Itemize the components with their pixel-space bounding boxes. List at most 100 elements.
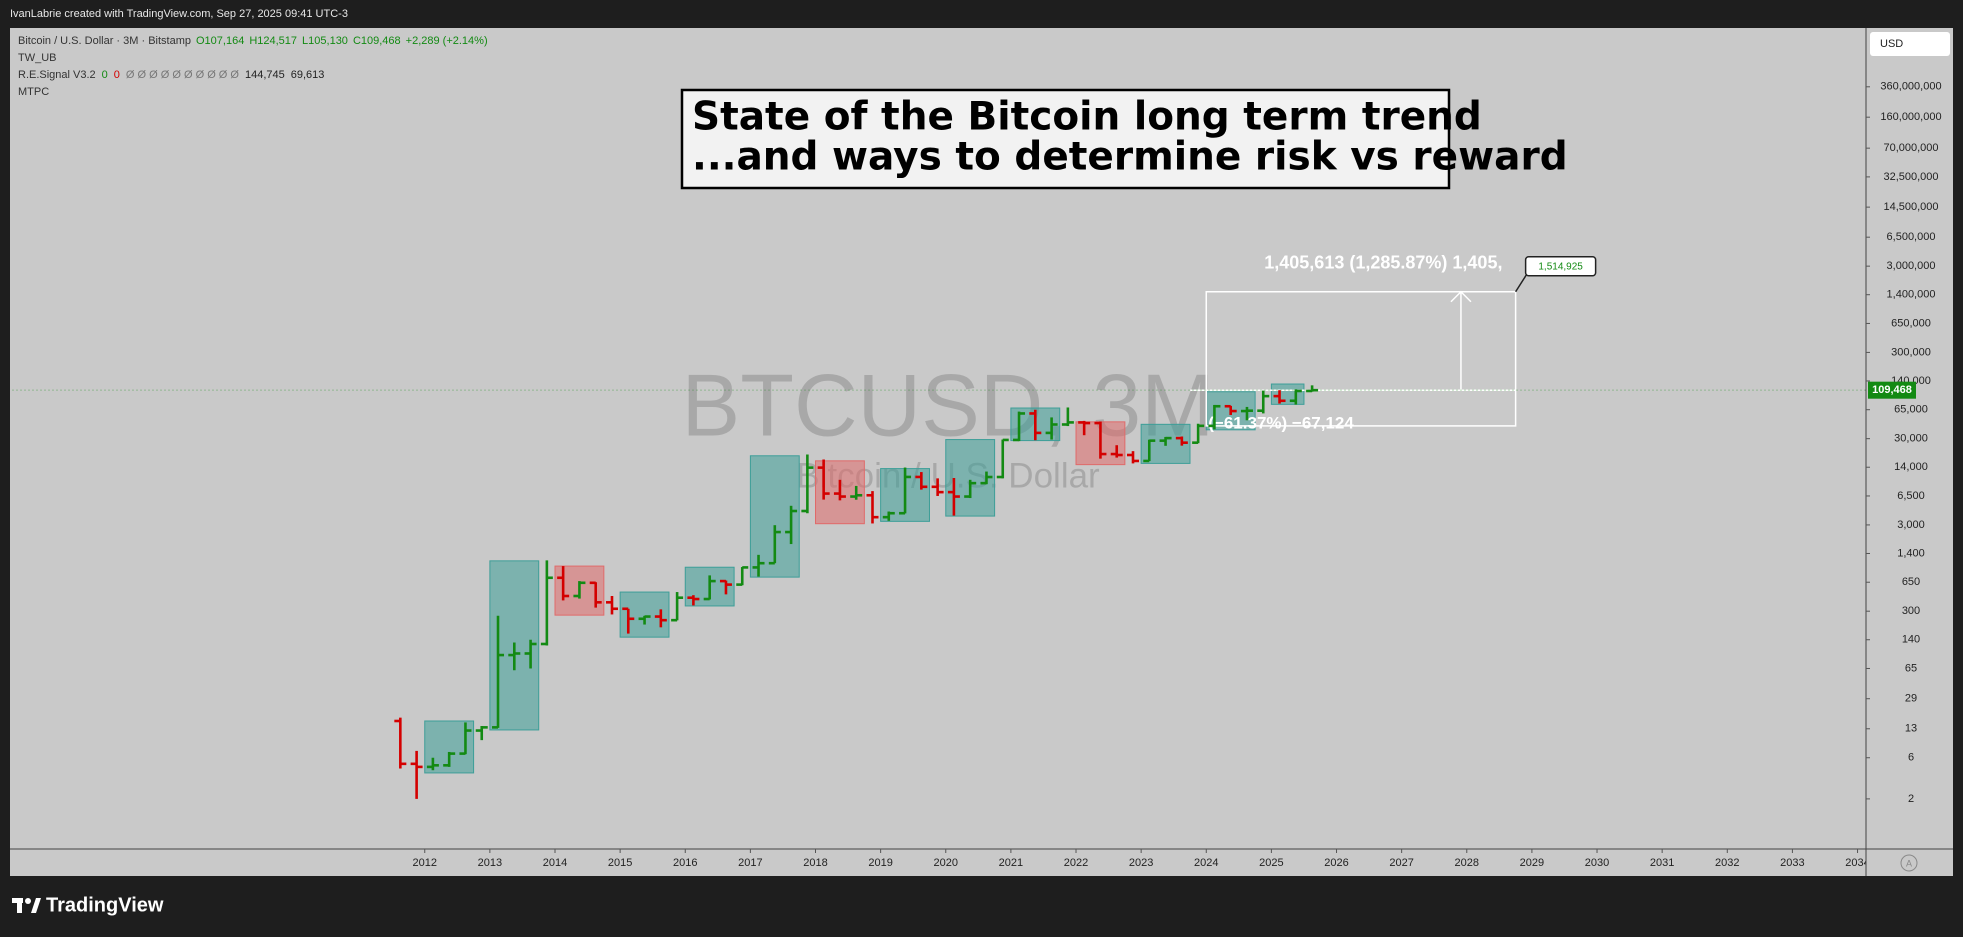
indicator: TW_UB bbox=[18, 52, 57, 64]
y-tick-label: 1,400 bbox=[1897, 547, 1925, 559]
x-tick-label: 2032 bbox=[1715, 857, 1739, 869]
ohlc-bar bbox=[801, 454, 814, 514]
y-tick-label: 300,000 bbox=[1891, 346, 1931, 358]
y-tick-label: 65,000 bbox=[1894, 404, 1928, 416]
x-tick-label: 2029 bbox=[1520, 857, 1544, 869]
y-tick-label: 2 bbox=[1908, 793, 1914, 805]
ohlc-bar bbox=[1029, 409, 1042, 441]
logo-part bbox=[17, 898, 22, 913]
target-label: 1,514,925 bbox=[1538, 261, 1583, 272]
auto-scale-button[interactable] bbox=[1900, 854, 1918, 872]
ohlc-bar bbox=[1110, 445, 1123, 458]
ohlc-bar bbox=[1289, 389, 1302, 405]
x-tick-label: 2017 bbox=[738, 857, 762, 869]
ohlc-bar bbox=[671, 592, 684, 622]
ohlc-bar bbox=[1208, 404, 1221, 430]
ohlc-bar bbox=[768, 525, 781, 565]
signal-flag: 0 bbox=[102, 69, 108, 81]
ohlc-bar bbox=[703, 575, 716, 601]
callout-box bbox=[1524, 255, 1597, 277]
symbol-legend: Bitcoin / U.S. Dollar · 3M · Bitstamp O10… bbox=[18, 35, 488, 47]
y-tick-label: 300 bbox=[1902, 605, 1920, 617]
ohlc-bar bbox=[915, 472, 928, 490]
ohlc-bar bbox=[947, 477, 960, 516]
x-tick-label: 2015 bbox=[608, 857, 632, 869]
ohlc-bar bbox=[980, 471, 993, 485]
x-tick-label: 2020 bbox=[934, 857, 958, 869]
ohlc-bar bbox=[1061, 407, 1074, 427]
ohlc-bar bbox=[1045, 417, 1058, 440]
x-tick-label: 2019 bbox=[868, 857, 892, 869]
ohlc-bar bbox=[589, 581, 602, 608]
ohlc-bar bbox=[426, 757, 439, 771]
y-tick-label: 3,000 bbox=[1897, 519, 1925, 531]
y-tick-label: 32,500,000 bbox=[1883, 171, 1938, 183]
last-price-label: 109,468 bbox=[1872, 384, 1912, 396]
x-tick-label: 2028 bbox=[1455, 857, 1479, 869]
ohlc-bar bbox=[605, 595, 618, 615]
ohlc-value: C109,468 bbox=[353, 35, 401, 47]
ohlc-bar bbox=[1078, 420, 1091, 436]
ohlc-bar bbox=[1127, 451, 1140, 464]
title-frame bbox=[680, 88, 1451, 190]
ohlc-bar bbox=[817, 459, 830, 500]
watermark: BTCUSD, 3M bbox=[682, 355, 1215, 454]
ohlc-bar bbox=[964, 479, 977, 499]
x-tick-label: 2026 bbox=[1324, 857, 1348, 869]
ohlc-bar bbox=[866, 491, 879, 524]
currency[interactable]: USD bbox=[1880, 38, 1903, 50]
x-tick-label: 2023 bbox=[1129, 857, 1153, 869]
y-tick-label: 14,000 bbox=[1894, 461, 1928, 473]
credit: IvanLabrie created with TradingView.com,… bbox=[10, 8, 348, 20]
ohlc-bar bbox=[687, 595, 700, 606]
ohlc-bar bbox=[833, 479, 846, 501]
brand: TradingView bbox=[46, 894, 164, 916]
currency-box[interactable] bbox=[1870, 32, 1950, 56]
indicator-row: R.E.Signal V3.2 0 0 Ø Ø Ø Ø Ø Ø Ø Ø Ø Ø 144,… bbox=[18, 69, 324, 81]
ohlc-bar bbox=[1013, 411, 1026, 442]
x-tick-label: 2012 bbox=[413, 857, 437, 869]
ohlc-bar bbox=[882, 511, 895, 521]
last-price-tag bbox=[1868, 381, 1916, 399]
x-tick-label: 2013 bbox=[478, 857, 502, 869]
x-tick-label: 2031 bbox=[1650, 857, 1674, 869]
title-line: ...and ways to determine risk vs reward bbox=[692, 135, 1568, 180]
x-tick-label: 2025 bbox=[1259, 857, 1283, 869]
symbol: Bitcoin / U.S. Dollar · 3M · Bitstamp bbox=[18, 35, 191, 47]
y-tick-label: 6 bbox=[1908, 752, 1914, 764]
ohlc-bar bbox=[1224, 404, 1237, 415]
ohlc-bar bbox=[1094, 421, 1107, 459]
y-tick-label: 6,500,000 bbox=[1887, 231, 1936, 243]
legend: Bitcoin / U.S. Dollar · 3M · Bitstamp O10… bbox=[18, 35, 488, 98]
y-tick-label: 65 bbox=[1905, 662, 1917, 674]
y-tick-label: 70,000,000 bbox=[1883, 142, 1938, 154]
signal-value: 69,613 bbox=[291, 69, 325, 81]
logo-part bbox=[31, 898, 41, 913]
ohlc-bar bbox=[931, 478, 944, 496]
ohlc-bar bbox=[508, 642, 521, 671]
y-tick-label: 160,000,000 bbox=[1880, 111, 1941, 123]
ohlc-bar bbox=[1273, 390, 1286, 404]
ohlc-bar bbox=[996, 438, 1009, 479]
ohlc-bar bbox=[573, 581, 586, 599]
signal-value: 144,745 bbox=[245, 69, 285, 81]
y-tick-label: 360,000,000 bbox=[1880, 81, 1941, 93]
ohlc-bar bbox=[540, 560, 553, 646]
ohlc-bar bbox=[557, 566, 570, 601]
ohlc-bar bbox=[1257, 390, 1270, 414]
ohlc-bar bbox=[1175, 436, 1188, 446]
ohlc-bar bbox=[719, 579, 732, 595]
ohlc-bar bbox=[410, 750, 423, 799]
ohlc-bar bbox=[850, 485, 863, 500]
x-tick-label: 2021 bbox=[999, 857, 1023, 869]
ohlc-bar bbox=[394, 717, 407, 769]
ohlc-bar bbox=[736, 566, 749, 586]
ohlc-bar bbox=[785, 505, 798, 545]
risk-label: (−61.37%) −67,124 bbox=[1208, 413, 1354, 432]
x-tick-label: 2016 bbox=[673, 857, 697, 869]
ohlc-value: H124,517 bbox=[249, 35, 297, 47]
signal-flag: Ø Ø Ø Ø Ø Ø Ø Ø Ø Ø bbox=[126, 69, 240, 81]
auto-scale-icon[interactable]: A bbox=[1906, 858, 1912, 868]
signal-flag: 0 bbox=[114, 69, 120, 81]
